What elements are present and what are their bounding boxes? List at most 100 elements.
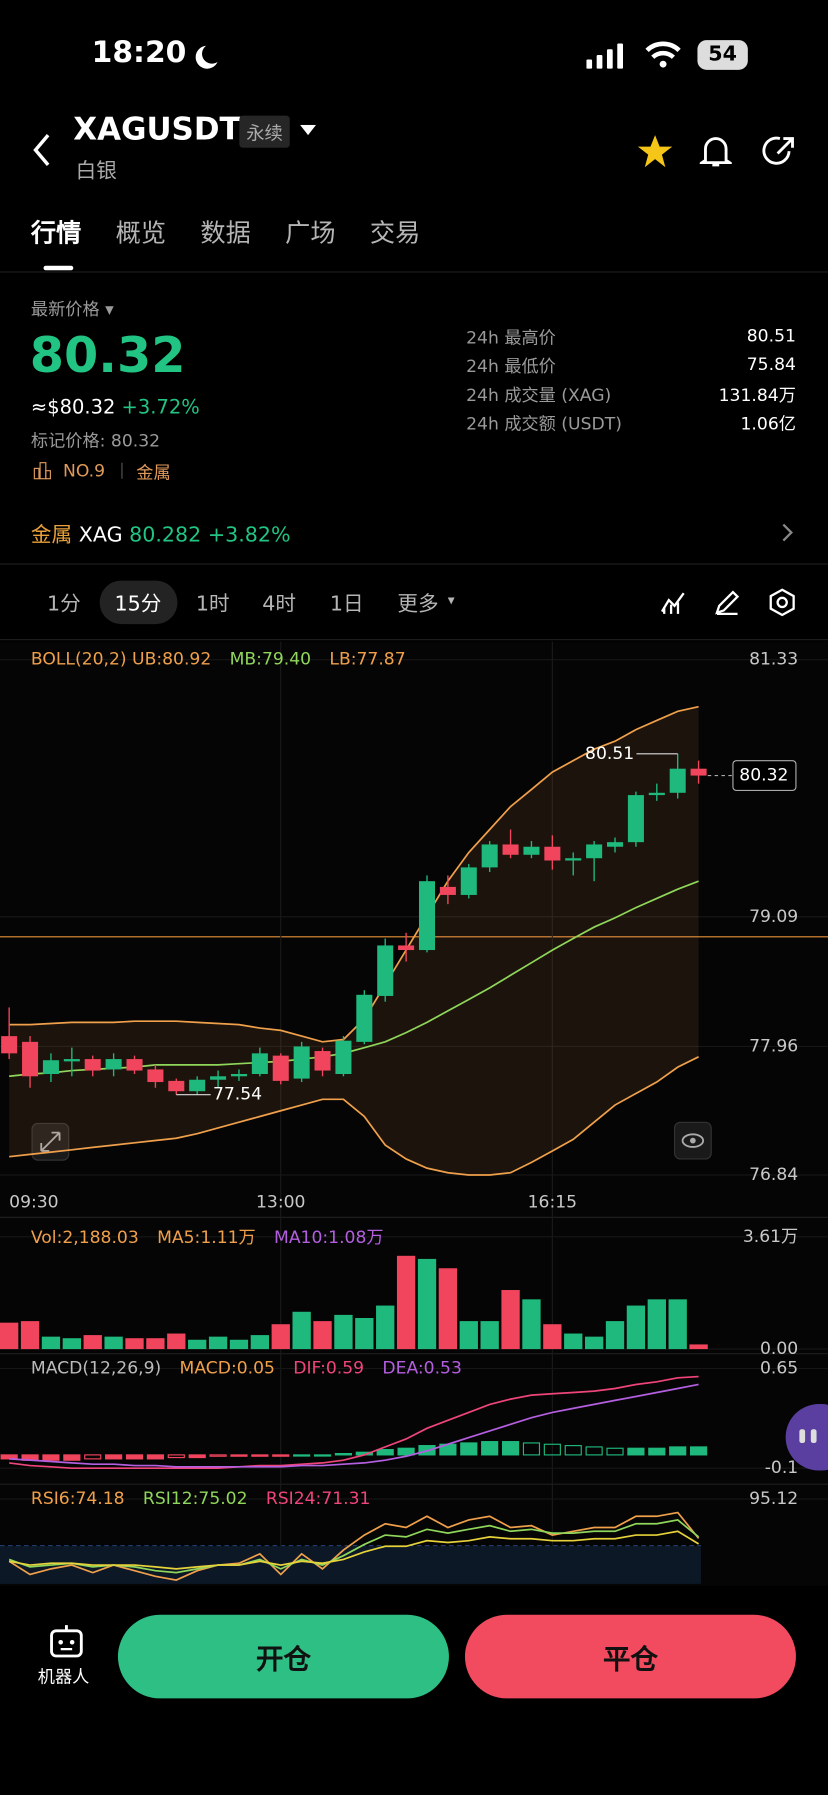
volume-bar xyxy=(626,1305,646,1350)
legend-item: BOLL(20,2) UB:80.92 xyxy=(31,650,211,670)
volume-bar xyxy=(522,1299,541,1350)
separator xyxy=(121,462,123,479)
timeframe[interactable]: 更多 xyxy=(397,592,439,617)
candle-body xyxy=(460,867,477,895)
macd-bar xyxy=(188,1454,206,1459)
y-tick-label: 0.65 xyxy=(760,1359,798,1379)
volume-bar xyxy=(501,1290,520,1350)
candle-body xyxy=(335,1040,352,1075)
candle-body xyxy=(189,1079,206,1092)
volume-bar xyxy=(605,1321,625,1350)
macd-bar xyxy=(648,1447,666,1456)
volume-bar xyxy=(292,1311,311,1350)
x-tick-label: 09:30 xyxy=(9,1192,58,1212)
timeframe[interactable]: 4时 xyxy=(262,592,296,617)
tab[interactable]: 交易 xyxy=(369,219,421,249)
y-tick-label: 3.61万 xyxy=(743,1227,798,1247)
settings-icon[interactable] xyxy=(767,588,797,618)
stat-label: 24h 成交量 (XAG) xyxy=(466,384,612,406)
volume-bar xyxy=(250,1335,270,1350)
timeframe[interactable]: 1时 xyxy=(195,592,230,617)
tab[interactable]: 行情 xyxy=(30,219,82,249)
legend-item: RSI12:75.02 xyxy=(143,1489,248,1509)
price-change: +3.72% xyxy=(121,396,200,420)
volume-bar xyxy=(564,1333,583,1350)
tab[interactable]: 概览 xyxy=(115,219,167,249)
macd-bar xyxy=(272,1454,290,1457)
stat-value: 75.84 xyxy=(746,353,796,375)
share-icon[interactable] xyxy=(762,135,796,169)
volume-bar xyxy=(459,1321,478,1350)
macd-bar xyxy=(0,1454,18,1460)
draw-icon[interactable] xyxy=(713,589,740,616)
dropdown-icon[interactable] xyxy=(300,124,317,136)
y-tick-label: 95.12 xyxy=(749,1489,798,1509)
volume-bar xyxy=(146,1338,165,1350)
macd-bar xyxy=(209,1454,227,1457)
timeframe[interactable]: 1日 xyxy=(329,592,364,617)
clock: 18:20 xyxy=(91,35,187,70)
macd-bar xyxy=(167,1454,185,1459)
close-position-button[interactable]: 平仓 xyxy=(464,1614,796,1699)
macd-bar xyxy=(376,1449,394,1456)
divider xyxy=(0,271,828,273)
index-row[interactable]: 金属 XAG 80.282 +3.82% xyxy=(31,519,291,549)
candle-body xyxy=(63,1059,80,1062)
macd-bar xyxy=(105,1454,123,1460)
y-tick-label: 0.00 xyxy=(760,1339,798,1359)
timeframe[interactable]: 1分 xyxy=(46,592,81,617)
open-position-button[interactable]: 开仓 xyxy=(117,1614,449,1699)
macd-bar xyxy=(334,1452,353,1456)
last-price-label: 80.32 xyxy=(739,766,788,786)
tab[interactable]: 广场 xyxy=(285,219,336,249)
candle-body xyxy=(42,1060,59,1075)
macd-bar xyxy=(42,1454,60,1461)
macd-bar xyxy=(313,1454,332,1457)
macd-bar xyxy=(585,1446,603,1456)
assistant-eye xyxy=(799,1429,806,1443)
index-label: 金属 xyxy=(30,523,73,548)
legend-item: MA5:1.11万 xyxy=(157,1228,256,1248)
candle-body xyxy=(669,768,686,793)
usd-price-row: ≈$80.32 +3.72% xyxy=(31,396,200,419)
timeframe-caret[interactable]: ▾ xyxy=(447,592,455,609)
volume-bar xyxy=(584,1336,604,1350)
candle-body xyxy=(439,886,456,895)
stat-value: 131.84万 xyxy=(718,384,796,406)
macd-bar xyxy=(564,1445,582,1456)
volume-bar xyxy=(480,1321,499,1350)
indicator-icon[interactable] xyxy=(660,589,687,616)
chevron xyxy=(782,523,793,542)
tab-indicator xyxy=(43,265,74,271)
symbol: XAGUSDT xyxy=(73,112,241,148)
index-price: 80.282 xyxy=(129,523,202,548)
macd-bar xyxy=(146,1454,164,1460)
macd-bar xyxy=(84,1454,102,1460)
candle-body xyxy=(502,844,519,855)
usd-price: ≈$80.32 xyxy=(30,396,116,420)
battery: 54 xyxy=(697,40,748,70)
low-label: 77.54 xyxy=(213,1085,262,1105)
alert-bell[interactable] xyxy=(699,133,732,170)
legend-item: RSI6:74.18 xyxy=(31,1489,125,1509)
candle-body xyxy=(648,792,665,796)
timeframe[interactable]: 15分 xyxy=(114,592,162,617)
macd-bar xyxy=(230,1454,248,1457)
candle-body xyxy=(544,846,561,861)
macd-bar xyxy=(669,1446,687,1456)
volume-bar xyxy=(20,1321,40,1350)
divider xyxy=(0,563,828,565)
macd-bar xyxy=(690,1446,708,1456)
tab[interactable]: 数据 xyxy=(200,219,251,249)
boll-line xyxy=(9,1056,699,1176)
volume-bar xyxy=(125,1338,144,1350)
candle-body xyxy=(690,768,707,776)
legend-item: Vol:2,188.03 xyxy=(31,1228,139,1248)
candle-body xyxy=(565,858,582,861)
robot-icon[interactable] xyxy=(48,1623,85,1660)
volume-bar xyxy=(271,1324,290,1350)
favorite-star[interactable] xyxy=(637,133,674,170)
back-button[interactable] xyxy=(30,132,55,169)
